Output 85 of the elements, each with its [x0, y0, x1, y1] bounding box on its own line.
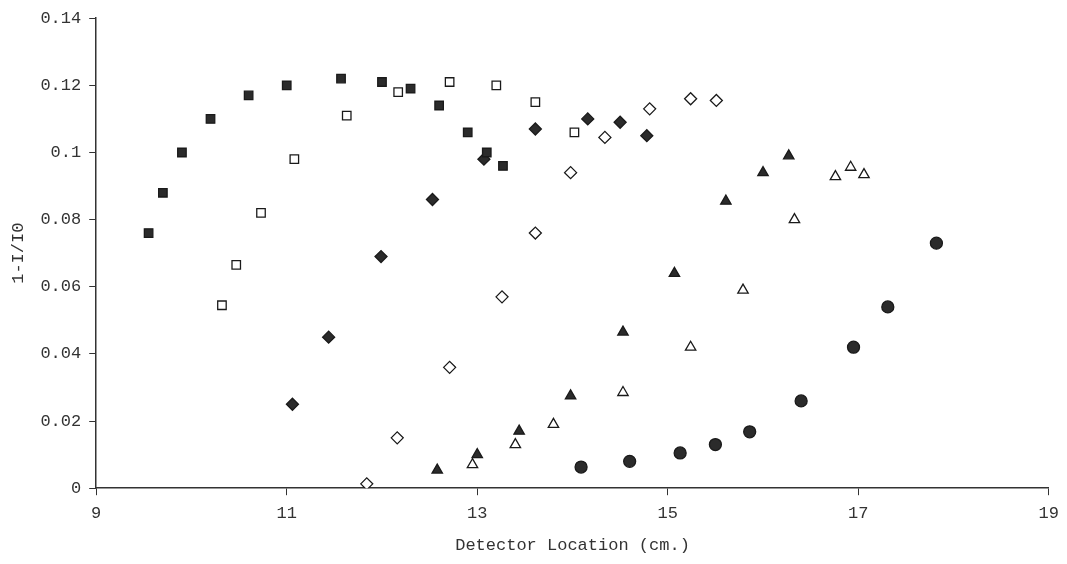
- point: [471, 447, 484, 459]
- point: [390, 431, 404, 445]
- point: [569, 127, 580, 138]
- point: [321, 330, 336, 344]
- x-tick-label: 17: [848, 503, 869, 523]
- y-tick-label: 0: [71, 478, 82, 498]
- point: [405, 83, 416, 94]
- point: [929, 236, 944, 250]
- point: [177, 147, 187, 158]
- y-tick-label: 0.02: [40, 411, 82, 431]
- point: [374, 249, 388, 264]
- point: [434, 100, 445, 111]
- point: [683, 92, 698, 106]
- point: [794, 394, 808, 408]
- point: [231, 260, 242, 270]
- point: [205, 114, 216, 124]
- point: [256, 208, 266, 218]
- y-tick-label: 0.14: [40, 8, 82, 28]
- point: [143, 228, 154, 238]
- y-tick-label: 0.1: [50, 142, 82, 162]
- point: [528, 226, 542, 240]
- point: [217, 300, 227, 311]
- y-tick-label: 0.04: [40, 344, 82, 364]
- point: [528, 122, 542, 136]
- point: [509, 437, 522, 449]
- point: [720, 194, 732, 205]
- y-tick-label: 0.06: [40, 277, 82, 297]
- point: [844, 160, 857, 171]
- x-axis-title: Detector Location (cm.): [455, 536, 690, 556]
- x-tick-label: 19: [1038, 503, 1059, 523]
- point: [673, 446, 687, 460]
- point: [442, 360, 457, 374]
- point: [782, 149, 795, 160]
- point: [498, 161, 508, 171]
- point: [530, 97, 541, 108]
- point: [743, 425, 757, 439]
- point: [360, 477, 374, 489]
- x-tick-label: 9: [91, 503, 102, 523]
- y-tick-label: 0.08: [40, 210, 82, 230]
- point: [431, 463, 444, 474]
- point: [243, 90, 254, 101]
- point: [829, 170, 842, 181]
- x-tick-label: 11: [276, 503, 297, 523]
- point: [289, 154, 300, 165]
- point: [598, 130, 612, 145]
- point: [617, 385, 629, 397]
- point: [623, 454, 637, 468]
- point: [643, 102, 657, 116]
- point: [881, 300, 895, 314]
- x-tick-label: 13: [467, 503, 488, 523]
- point: [788, 212, 801, 224]
- y-axis-title: 1-I/I0: [8, 222, 28, 284]
- point: [708, 437, 723, 452]
- point: [444, 77, 455, 87]
- point: [285, 397, 300, 411]
- point: [846, 340, 861, 354]
- point: [737, 283, 749, 294]
- point: [341, 110, 352, 121]
- point: [563, 165, 578, 180]
- point: [547, 417, 560, 429]
- y-tick-label: 0.12: [40, 75, 82, 95]
- point: [377, 77, 387, 87]
- point: [491, 80, 502, 91]
- point: [462, 127, 473, 138]
- point: [613, 115, 627, 129]
- point: [668, 266, 681, 277]
- point: [336, 73, 346, 84]
- point: [684, 340, 697, 351]
- point: [709, 93, 723, 108]
- x-tick-label: 15: [657, 503, 678, 523]
- point: [481, 147, 492, 158]
- point: [393, 87, 404, 97]
- point: [564, 389, 577, 400]
- point: [425, 192, 440, 207]
- point: [757, 165, 769, 177]
- point: [466, 458, 479, 469]
- point: [640, 129, 654, 143]
- point: [513, 424, 525, 435]
- point: [617, 325, 629, 336]
- point: [581, 112, 595, 126]
- point: [858, 167, 870, 179]
- point: [495, 290, 509, 304]
- point: [281, 80, 292, 91]
- point: [158, 187, 168, 198]
- point: [574, 460, 588, 474]
